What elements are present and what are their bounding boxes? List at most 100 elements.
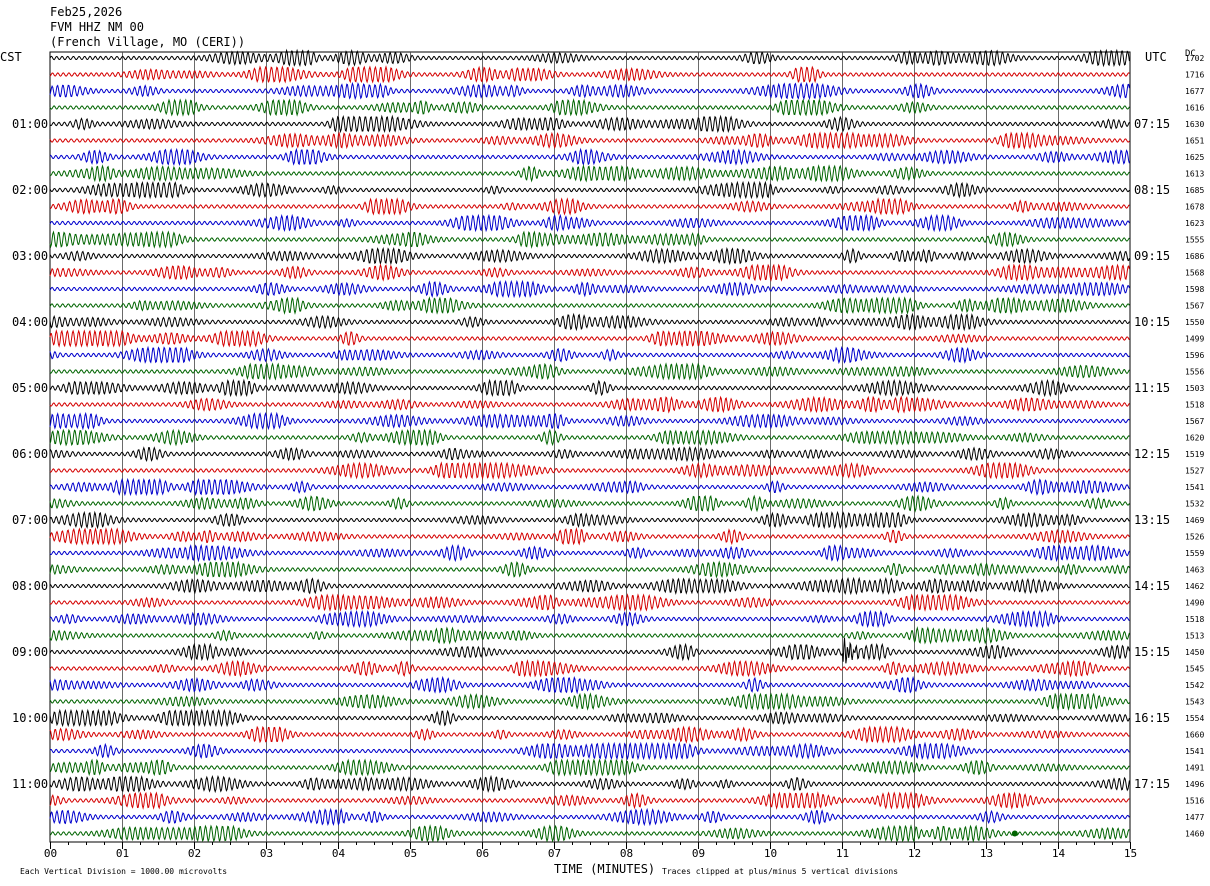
dc-offset-label: 1616	[1185, 104, 1204, 113]
header-date: Feb25,2026	[50, 5, 123, 19]
trace-line	[49, 807, 1130, 827]
trace-line	[49, 296, 1130, 315]
x-tick-label: 07	[548, 847, 561, 860]
trace-line	[49, 510, 1130, 530]
dc-offset-label: 1554	[1185, 714, 1204, 723]
trace-line	[49, 263, 1130, 282]
dc-offset-label: 1685	[1185, 186, 1204, 195]
dc-offset-label: 1527	[1185, 467, 1204, 476]
left-hour-label: 07:00	[12, 513, 48, 527]
trace-line	[49, 637, 1130, 664]
clip-note: Traces clipped at plus/minus 5 vertical …	[662, 867, 899, 876]
trace-line	[49, 48, 1130, 68]
dc-offset-label: 1463	[1185, 566, 1204, 575]
x-tick-label: 15	[1124, 847, 1137, 860]
dc-offset-label: 1518	[1185, 615, 1204, 624]
dc-offset-label: 1625	[1185, 153, 1204, 162]
dc-offset-label: 1568	[1185, 269, 1204, 278]
trace-line	[49, 345, 1130, 365]
trace-line	[49, 98, 1130, 117]
x-tick-label: 08	[620, 847, 633, 860]
dc-offset-label: 1519	[1185, 450, 1204, 459]
trace-line	[49, 114, 1130, 134]
trace-line	[49, 708, 1130, 728]
dc-offset-label: 1469	[1185, 516, 1204, 525]
trace-line	[49, 279, 1130, 299]
right-hour-label: 15:15	[1134, 645, 1170, 659]
dc-offset-label: 1677	[1185, 87, 1204, 96]
dc-offset-label: 1678	[1185, 203, 1204, 212]
dc-offset-label: 1532	[1185, 500, 1204, 509]
dc-offset-label: 1598	[1185, 285, 1204, 294]
trace-line	[49, 527, 1130, 546]
dc-offset-label: 1716	[1185, 71, 1204, 80]
trace-line	[49, 329, 1130, 348]
dc-offset-label: 1550	[1185, 318, 1204, 327]
trace-line	[49, 609, 1130, 629]
right-hour-label: 10:15	[1134, 315, 1170, 329]
trace-line	[49, 180, 1130, 200]
dc-offset-label: 1491	[1185, 764, 1204, 773]
trace-line	[49, 445, 1130, 463]
dc-offset-label: 1567	[1185, 302, 1204, 311]
right-hour-label: 11:15	[1134, 381, 1170, 395]
dc-offset-label: 1450	[1185, 648, 1204, 657]
trace-line	[49, 576, 1130, 596]
header-station: FVM HHZ NM 00	[50, 20, 144, 34]
right-timezone-label: UTC	[1145, 50, 1167, 64]
trace-line	[49, 477, 1130, 497]
left-hour-label: 03:00	[12, 249, 48, 263]
x-tick-label: 05	[404, 847, 417, 860]
dc-offset-label: 1516	[1185, 797, 1204, 806]
trace-line	[49, 461, 1130, 480]
left-hour-label: 05:00	[12, 381, 48, 395]
trace-line	[49, 543, 1130, 563]
dc-offset-label: 1518	[1185, 401, 1204, 410]
dc-offset-label: 1620	[1185, 434, 1204, 443]
x-tick-label: 11	[836, 847, 849, 860]
trace-line	[49, 741, 1130, 761]
right-hour-label: 17:15	[1134, 777, 1170, 791]
x-tick-label: 13	[980, 847, 993, 860]
trace-line	[49, 230, 1130, 249]
trace-line	[49, 378, 1130, 398]
trace-line	[49, 147, 1130, 167]
trace-line	[49, 692, 1130, 711]
x-tick-label: 12	[908, 847, 921, 860]
trace-line	[49, 593, 1130, 612]
left-timezone-label: CST	[0, 50, 22, 64]
dc-offset-label: 1651	[1185, 137, 1204, 146]
scale-note: Each Vertical Division = 1000.00 microvo…	[20, 867, 228, 876]
trace-line	[49, 675, 1130, 695]
dc-offset-label: 1702	[1185, 54, 1204, 63]
trace-line	[49, 659, 1130, 678]
dc-offset-label: 1490	[1185, 599, 1204, 608]
trace-line	[49, 312, 1130, 332]
right-hour-label: 07:15	[1134, 117, 1170, 131]
dc-offset-label: 1630	[1185, 120, 1204, 129]
right-hour-label: 12:15	[1134, 447, 1170, 461]
dc-offset-label: 1555	[1185, 236, 1204, 245]
left-hour-label: 01:00	[12, 117, 48, 131]
trace-line	[49, 411, 1130, 431]
trace-line	[49, 824, 1130, 843]
dc-offset-label: 1613	[1185, 170, 1204, 179]
trace-line	[49, 164, 1130, 183]
right-hour-label: 09:15	[1134, 249, 1170, 263]
dc-offset-label: 1460	[1185, 830, 1204, 839]
right-hour-label: 08:15	[1134, 183, 1170, 197]
dc-column-header: DC	[1185, 49, 1196, 59]
x-tick-label: 09	[692, 847, 705, 860]
dc-offset-label: 1541	[1185, 483, 1204, 492]
dc-offset-label: 1477	[1185, 813, 1204, 822]
dc-offset-label: 1526	[1185, 533, 1204, 542]
x-axis-label: TIME (MINUTES)	[554, 862, 656, 876]
left-hour-label: 02:00	[12, 183, 48, 197]
x-tick-label: 03	[260, 847, 273, 860]
left-hour-label: 06:00	[12, 447, 48, 461]
dc-offset-label: 1513	[1185, 632, 1204, 641]
left-hour-label: 04:00	[12, 315, 48, 329]
x-tick-label: 00	[44, 847, 57, 860]
dc-offset-label: 1503	[1185, 384, 1204, 393]
